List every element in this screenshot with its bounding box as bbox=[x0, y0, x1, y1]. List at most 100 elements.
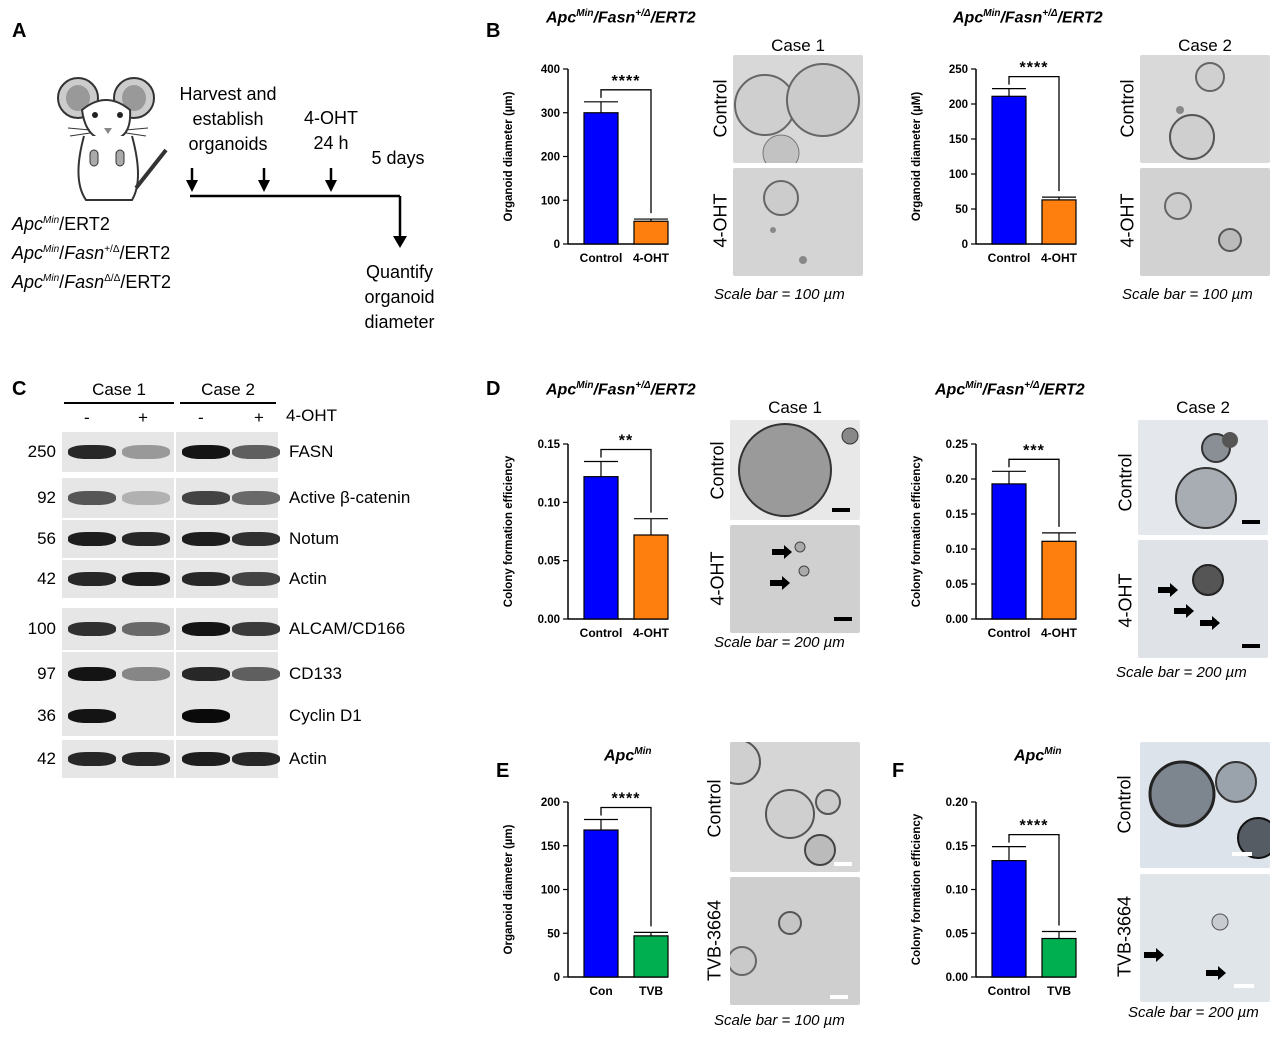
blot-band bbox=[122, 491, 170, 505]
micrograph-e-control bbox=[730, 742, 860, 872]
blot-band bbox=[182, 752, 230, 766]
panel-label-a: A bbox=[12, 20, 27, 42]
step-harvest: Harvest and establish organoids bbox=[179, 84, 277, 154]
blot-band bbox=[232, 667, 280, 681]
x-tick-label: TVB bbox=[1047, 984, 1071, 998]
y-tick-label: 50 bbox=[547, 928, 560, 940]
blot-protein-label: ALCAM/CD166 bbox=[289, 619, 406, 638]
case-c1-underline bbox=[64, 402, 174, 404]
sign-c1-minus: - bbox=[84, 408, 90, 427]
panel-label-b: B bbox=[486, 20, 501, 42]
vlabel-d1-4oht: 4-OHT bbox=[707, 551, 728, 606]
blot-protein-label: Active β-catenin bbox=[289, 488, 411, 507]
y-axis-label: Colony formation efficiency bbox=[911, 813, 923, 965]
case-b1: Case 1 bbox=[771, 36, 825, 55]
y-tick-label: 50 bbox=[955, 204, 968, 216]
title-b1-c: /ERT2 bbox=[650, 9, 696, 27]
bar-con bbox=[583, 829, 619, 978]
micrograph-d1-4oht bbox=[730, 525, 860, 633]
y-axis-label: Organoid diameter (µm) bbox=[503, 91, 515, 221]
molecular-weight: 36 bbox=[37, 706, 56, 725]
scale-d2: Scale bar = 200 µm bbox=[1116, 664, 1247, 681]
y-tick-label: 0.10 bbox=[946, 544, 968, 556]
bar-4-oht bbox=[633, 220, 669, 245]
blot-band bbox=[182, 491, 230, 505]
y-tick-label: 0.00 bbox=[946, 614, 968, 626]
significance-stars: **** bbox=[612, 73, 641, 90]
y-tick-label: 150 bbox=[949, 134, 968, 146]
blot-band bbox=[232, 752, 280, 766]
vlabel-b2-4oht: 4-OHT bbox=[1117, 193, 1138, 248]
chart-f: Colony formation efficiency 0.00 0.05 0.10 0… bbox=[911, 797, 1077, 998]
timeline-arrows bbox=[186, 168, 407, 248]
sign-c2-minus: - bbox=[198, 408, 204, 427]
y-axis-label: Organoid diameter (µM) bbox=[911, 92, 923, 221]
x-tick-label: 4-OHT bbox=[1041, 251, 1078, 265]
vlabel-f-tvb: TVB-3664 bbox=[1114, 895, 1135, 978]
y-tick-label: 150 bbox=[541, 841, 560, 853]
blot-band bbox=[232, 532, 280, 546]
title-d2-as: Min bbox=[965, 380, 983, 391]
chart-b2: Organoid diameter (µM) 0 50 100 150 200 250 Con… bbox=[911, 60, 1078, 265]
significance-stars: **** bbox=[612, 791, 641, 808]
vlabel-d1-control: Control bbox=[707, 441, 728, 500]
y-tick-label: 100 bbox=[541, 195, 560, 207]
blot-protein-label: Actin bbox=[289, 569, 327, 588]
genotype-1-tail: /ERT2 bbox=[59, 214, 110, 234]
case-c2-underline bbox=[180, 402, 276, 404]
title-b2-a: Apc bbox=[953, 9, 984, 27]
blot-protein-label: Actin bbox=[289, 749, 327, 768]
molecular-weight: 250 bbox=[27, 442, 56, 461]
title-f-as: Min bbox=[1044, 746, 1062, 757]
y-tick-label: 0 bbox=[962, 239, 968, 251]
significance-bracket bbox=[600, 806, 652, 927]
y-tick-label: 100 bbox=[949, 169, 968, 181]
title-d1-c: /ERT2 bbox=[650, 381, 696, 399]
blot-band bbox=[232, 622, 280, 636]
vlabel-b2-control: Control bbox=[1117, 79, 1138, 138]
molecular-weight: 97 bbox=[37, 664, 56, 683]
title-b1-as: Min bbox=[576, 8, 594, 19]
y-tick-label: 200 bbox=[541, 152, 560, 164]
title-b1: ApcMin/Fasn+/Δ/ERT2 bbox=[546, 8, 696, 27]
micrograph-d2-4oht bbox=[1138, 540, 1268, 658]
step-days: 5 days bbox=[371, 148, 425, 168]
genotype-3-sup: Min bbox=[43, 273, 60, 284]
blot-protein-label: FASN bbox=[289, 442, 334, 461]
y-tick-label: 0.25 bbox=[946, 439, 969, 451]
blot-band bbox=[122, 572, 170, 586]
y-tick-label: 0.15 bbox=[946, 509, 969, 521]
title-b2-as: Min bbox=[983, 8, 1001, 19]
y-tick-label: 400 bbox=[541, 64, 560, 76]
sign-c1-plus: + bbox=[138, 408, 148, 427]
x-tick-label: Control bbox=[580, 626, 623, 640]
significance-bracket bbox=[600, 89, 652, 214]
vlabel-d2-control: Control bbox=[1115, 453, 1136, 512]
y-tick-label: 0.15 bbox=[538, 439, 561, 451]
micrograph-b1-4oht bbox=[733, 168, 863, 276]
significance-stars: **** bbox=[1020, 60, 1049, 77]
significance-bracket bbox=[600, 448, 652, 513]
x-tick-label: Control bbox=[988, 626, 1031, 640]
case-b2: Case 2 bbox=[1178, 36, 1232, 55]
micrograph-b2-4oht bbox=[1140, 168, 1270, 276]
title-b2-bs: +/Δ bbox=[1042, 8, 1058, 19]
title-b2-b: /Fasn bbox=[1000, 9, 1043, 27]
micrograph-f-control bbox=[1140, 742, 1270, 868]
genotype-3-fasn: Fasn bbox=[64, 272, 105, 292]
blot-protein-label: Notum bbox=[289, 529, 340, 548]
title-e-a: Apc bbox=[604, 747, 635, 765]
y-tick-label: 0.15 bbox=[946, 841, 969, 853]
blot-band bbox=[182, 532, 230, 546]
title-d1-a: Apc bbox=[546, 381, 577, 399]
x-tick-label: TVB bbox=[639, 984, 663, 998]
step-quantify: Quantify organoid diameter bbox=[364, 262, 435, 332]
significance-bracket bbox=[1008, 458, 1060, 527]
y-tick-label: 200 bbox=[541, 797, 560, 809]
genotype-3: Apc bbox=[12, 272, 44, 292]
sign-c2-plus: + bbox=[254, 408, 264, 427]
vlabel-d2-4oht: 4-OHT bbox=[1115, 573, 1136, 628]
micrograph-b1-control bbox=[733, 55, 863, 163]
x-tick-label: 4-OHT bbox=[633, 626, 670, 640]
blot-band bbox=[68, 532, 116, 546]
